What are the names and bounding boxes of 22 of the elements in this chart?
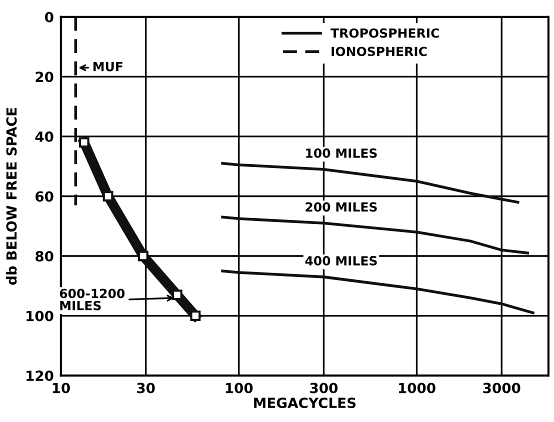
annotation: MUF [93,62,122,72]
y-tick-label: 100 [26,310,54,322]
x-tick-label: 1000 [398,382,436,394]
y-axis-title: db BELOW FREE SPACE [6,108,17,285]
x-tick-label: 10 [52,382,70,394]
annotation: 200 MILES [306,202,377,212]
y-tick-label: 120 [26,370,54,382]
x-tick-label: 3000 [483,382,520,394]
x-axis-title: MEGACYCLES [254,398,356,408]
y-tick-label: 40 [35,131,54,142]
y-tick-label: 60 [36,191,54,202]
x-tick-label: 100 [226,382,253,394]
x-tick-label: 30 [137,382,155,394]
y-tick-label: 80 [36,250,54,262]
legend-label: TROPOSPHERIC [330,28,439,38]
y-tick-label: 0 [44,12,54,22]
annotation: 400 MILES [305,256,377,266]
annotation: 600-1200 MILES [60,288,125,310]
x-tick-label: 300 [310,382,338,394]
legend-label: IONOSPHERIC [332,46,427,56]
y-tick-label: 20 [36,72,54,82]
annotation: 100 MILES [306,148,377,158]
